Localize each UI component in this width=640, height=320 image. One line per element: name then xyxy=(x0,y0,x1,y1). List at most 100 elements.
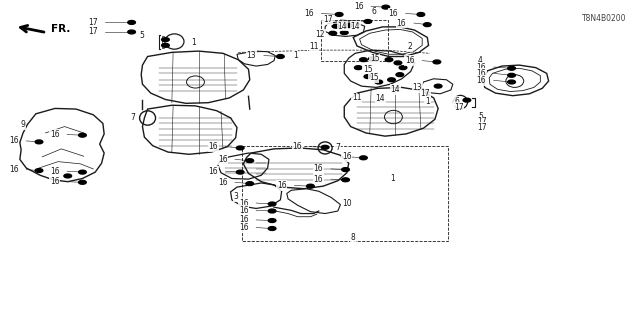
Text: 16: 16 xyxy=(397,19,406,28)
Circle shape xyxy=(399,66,407,69)
Text: 17: 17 xyxy=(454,103,464,112)
Text: 16: 16 xyxy=(239,206,248,215)
Text: 11: 11 xyxy=(309,43,319,52)
Text: 16: 16 xyxy=(476,62,486,71)
Text: 17: 17 xyxy=(88,18,98,27)
Circle shape xyxy=(246,159,253,163)
Text: 16: 16 xyxy=(50,177,60,186)
Text: 4: 4 xyxy=(478,56,483,65)
Circle shape xyxy=(394,61,402,65)
Circle shape xyxy=(329,31,337,35)
Text: 14: 14 xyxy=(390,85,400,94)
Text: 16: 16 xyxy=(405,56,415,65)
Circle shape xyxy=(388,78,396,82)
Circle shape xyxy=(342,178,349,182)
Text: 16: 16 xyxy=(239,215,248,224)
Bar xyxy=(242,146,448,241)
Circle shape xyxy=(340,31,348,35)
Circle shape xyxy=(307,184,314,188)
Text: 16: 16 xyxy=(388,9,398,18)
Text: 10: 10 xyxy=(342,199,352,209)
Text: 16: 16 xyxy=(208,142,218,151)
Text: 5: 5 xyxy=(478,112,483,121)
Circle shape xyxy=(268,202,276,206)
Circle shape xyxy=(79,170,86,174)
Text: 17: 17 xyxy=(323,15,333,24)
Text: 17: 17 xyxy=(420,89,430,98)
Text: 15: 15 xyxy=(369,73,379,82)
Circle shape xyxy=(236,146,244,150)
Text: 7: 7 xyxy=(130,114,135,123)
Circle shape xyxy=(162,38,170,42)
Text: T8N4B0200: T8N4B0200 xyxy=(582,13,627,22)
Text: 16: 16 xyxy=(50,167,60,176)
Text: 1: 1 xyxy=(293,51,298,60)
Bar xyxy=(321,20,388,61)
Text: 16: 16 xyxy=(239,198,248,208)
Circle shape xyxy=(417,12,425,16)
Text: 14: 14 xyxy=(376,94,385,103)
Circle shape xyxy=(385,58,393,62)
Text: 17: 17 xyxy=(477,123,487,132)
Text: 1: 1 xyxy=(425,97,430,106)
Text: 16: 16 xyxy=(476,76,486,85)
Text: 16: 16 xyxy=(354,2,364,11)
Text: 16: 16 xyxy=(239,223,248,232)
Circle shape xyxy=(463,98,470,102)
Text: 8: 8 xyxy=(350,233,355,242)
Circle shape xyxy=(355,66,362,69)
Text: 11: 11 xyxy=(352,93,362,102)
Text: 3: 3 xyxy=(234,192,238,201)
Text: 15: 15 xyxy=(363,65,372,74)
Text: 9: 9 xyxy=(20,120,25,129)
Circle shape xyxy=(424,23,431,27)
Text: 15: 15 xyxy=(370,54,380,63)
Circle shape xyxy=(375,80,383,84)
Circle shape xyxy=(508,73,515,77)
Text: 16: 16 xyxy=(50,130,60,139)
Circle shape xyxy=(128,20,136,24)
Text: 16: 16 xyxy=(292,142,302,151)
Circle shape xyxy=(79,133,86,137)
Text: 12: 12 xyxy=(316,30,325,39)
Text: 1: 1 xyxy=(191,38,196,47)
Circle shape xyxy=(433,60,441,64)
Text: 5: 5 xyxy=(140,31,145,40)
Circle shape xyxy=(435,84,442,88)
Text: 16: 16 xyxy=(314,164,323,173)
Circle shape xyxy=(508,66,515,70)
Text: 6: 6 xyxy=(454,97,459,106)
Circle shape xyxy=(321,145,329,149)
Text: 16: 16 xyxy=(476,69,486,78)
Circle shape xyxy=(79,180,86,184)
Circle shape xyxy=(345,24,353,28)
Text: 17: 17 xyxy=(477,117,487,126)
Circle shape xyxy=(364,75,372,78)
Circle shape xyxy=(508,80,515,84)
Circle shape xyxy=(35,169,43,172)
Text: 16: 16 xyxy=(314,175,323,184)
Circle shape xyxy=(128,30,136,34)
Circle shape xyxy=(35,140,43,144)
Text: 17: 17 xyxy=(88,28,98,36)
Circle shape xyxy=(236,170,244,174)
Circle shape xyxy=(382,5,390,9)
Text: FR.: FR. xyxy=(51,24,70,35)
Text: 16: 16 xyxy=(208,167,218,176)
Circle shape xyxy=(268,219,276,222)
Text: 16: 16 xyxy=(342,152,351,161)
Circle shape xyxy=(360,58,367,62)
Circle shape xyxy=(335,12,343,16)
Circle shape xyxy=(332,24,340,28)
Text: 14: 14 xyxy=(337,22,347,31)
Circle shape xyxy=(246,182,253,186)
Text: 14: 14 xyxy=(351,22,360,31)
Text: 16: 16 xyxy=(277,181,287,190)
Text: 6: 6 xyxy=(371,7,376,16)
Text: 13: 13 xyxy=(246,51,256,60)
Text: 16: 16 xyxy=(304,9,314,18)
Circle shape xyxy=(162,44,170,47)
Text: 16: 16 xyxy=(218,178,227,187)
Circle shape xyxy=(64,174,72,178)
Circle shape xyxy=(369,57,376,61)
